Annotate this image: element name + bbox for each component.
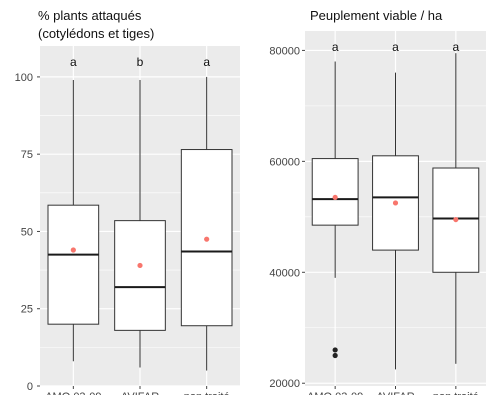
chart-attack-rate: 0 25 50 75 100 % plants attaqués (cotylédons e… (15, 8, 240, 395)
group-letter: a (70, 55, 77, 69)
box (47, 204, 100, 325)
y-tick-label: 40000 (269, 267, 300, 279)
box (311, 158, 359, 226)
x-tick-label: AMO 03-09 (45, 391, 101, 395)
x-tick-label: AVIFAR (376, 391, 414, 395)
chart-title: % plants attaqués (38, 8, 142, 23)
group-letter: a (332, 40, 339, 54)
y-tick-label: 0 (27, 381, 33, 393)
y-tick-label: 100 (15, 72, 33, 84)
mean-point (453, 216, 459, 223)
y-tick-label: 75 (21, 149, 33, 161)
mean-point (332, 194, 338, 201)
box (114, 220, 166, 331)
x-tick-label: AMO 03-09 (307, 391, 363, 395)
x-tick-label: non traité (433, 391, 479, 395)
y-tick-label: 20000 (269, 378, 300, 390)
x-tick-label: AVIFAR (121, 391, 159, 395)
mean-point (137, 262, 143, 269)
outlier-point (332, 352, 338, 359)
group-letter: a (392, 40, 399, 54)
y-tick-label: 25 (21, 304, 33, 316)
mean-point (204, 236, 210, 242)
group-letter: a (203, 55, 210, 69)
group-letter: b (137, 55, 144, 69)
x-tick-label: non traité (184, 391, 230, 395)
y-tick-label: 50 (21, 226, 33, 238)
chart-title: Peuplement viable / ha (310, 8, 443, 23)
mean-point (392, 200, 399, 206)
y-tick-label: 60000 (269, 156, 300, 168)
y-tick-label: 80000 (269, 45, 300, 57)
chart-viable-stand: 20000 40000 60000 80000 Peuplement viable / … (269, 8, 486, 395)
mean-point (70, 247, 76, 253)
chart-title: (cotylédons et tiges) (38, 26, 154, 41)
outlier-point (332, 347, 338, 353)
group-letter: a (452, 40, 459, 54)
